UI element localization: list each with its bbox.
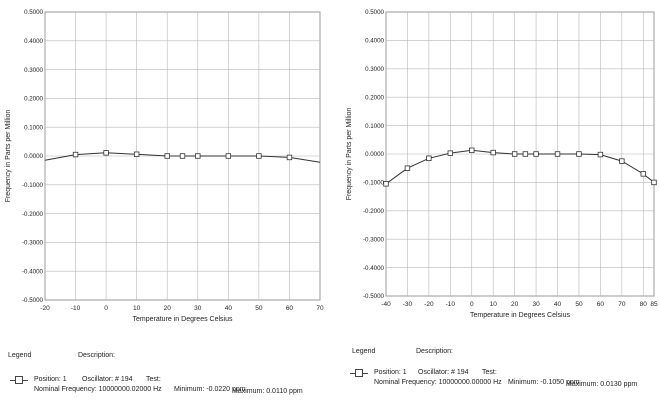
x-tick-label-right: 50 bbox=[575, 301, 583, 308]
x-tick-label-right: 10 bbox=[490, 301, 498, 308]
y-tick-label-left: -0.4000 bbox=[22, 268, 44, 275]
x-tick-label-right: 70 bbox=[618, 301, 626, 308]
data-point-marker-right bbox=[447, 150, 454, 156]
y-tick-label-left: -0.5000 bbox=[22, 297, 44, 304]
chart-right: -40 -30 -20 -10 0 10 20 30 40 50 60 70 80 85 -0.5000 -0… bbox=[346, 9, 658, 319]
x-tick-label-left: 50 bbox=[255, 305, 263, 312]
x-tick-label-right: -40 bbox=[381, 301, 391, 308]
legend-title-left: Legend bbox=[8, 352, 32, 359]
y-tick-label-right: -0.4000 bbox=[363, 265, 385, 272]
x-tick-label-right: 30 bbox=[532, 301, 540, 308]
data-point-marker-left bbox=[286, 154, 293, 161]
legend-oscillator-right: Oscillator: # 194 bbox=[418, 369, 469, 376]
data-point-marker-right bbox=[522, 151, 529, 157]
x-tick-label-right: 20 bbox=[511, 301, 519, 308]
legend-minimum-left: Minimum: -0.0220 ppm bbox=[174, 386, 246, 393]
y-tick-label-right: 0.3000 bbox=[365, 66, 384, 73]
y-tick-label-right: -0.1000 bbox=[363, 180, 385, 187]
x-tick-label-left: -20 bbox=[40, 305, 50, 312]
chart-left: -20 -10 0 10 20 30 40 50 60 70 -0.5000 -0.4000 -0.30… bbox=[5, 9, 324, 323]
legend-minimum-right: Minimum: -0.1050 ppm bbox=[508, 379, 580, 386]
x-tick-label-right: -30 bbox=[403, 301, 413, 308]
y-tick-label-right: 0.1000 bbox=[365, 123, 384, 130]
legend-maximum-left: Maximum: 0.0110 ppm bbox=[232, 388, 303, 395]
y-tick-label-right: 0.5000 bbox=[365, 9, 384, 16]
data-point-marker-right bbox=[404, 165, 411, 171]
x-tick-label-right: 85 bbox=[650, 301, 658, 308]
x-axis-title-left: Temperature in Degrees Celsius bbox=[133, 316, 233, 323]
data-point-marker-right bbox=[533, 151, 539, 157]
data-point-marker-left bbox=[103, 150, 109, 156]
x-tick-label-right: 40 bbox=[554, 301, 562, 308]
x-tick-label-left: 70 bbox=[316, 305, 324, 312]
y-tick-label-left: -0.1000 bbox=[22, 182, 44, 189]
x-tick-label-right: -10 bbox=[446, 301, 456, 308]
y-tick-label-right: -0.2000 bbox=[363, 208, 385, 215]
y-axis-title-right: Frequency in Parts per Million bbox=[346, 108, 353, 201]
x-tick-label-left: -10 bbox=[71, 305, 81, 312]
x-tick-label-left: 20 bbox=[164, 305, 172, 312]
data-point-marker-right bbox=[511, 151, 518, 157]
x-tick-label-left: 0 bbox=[104, 305, 108, 312]
data-point-marker-right bbox=[426, 155, 432, 161]
legend-nominal-right: Nominal Frequency: 10000000.00000 Hz bbox=[374, 379, 502, 386]
data-point-marker-right bbox=[576, 151, 582, 157]
legend-nominal-left: Nominal Frequency: 10000000.02000 Hz bbox=[34, 386, 162, 393]
x-tick-label-left: 10 bbox=[133, 305, 141, 312]
y-tick-label-right: -0.5000 bbox=[363, 293, 385, 300]
data-point-marker-right bbox=[651, 179, 657, 186]
legend-title-right: Legend bbox=[352, 348, 376, 355]
x-tick-label-right: 80 bbox=[640, 301, 648, 308]
y-axis-title-left: Frequency in Parts per Million bbox=[5, 110, 12, 203]
data-point-marker-right bbox=[490, 149, 496, 156]
data-point-marker-left bbox=[133, 151, 140, 157]
legend-test-left: Test: bbox=[146, 376, 161, 383]
y-tick-label-right: 0.4000 bbox=[365, 38, 384, 45]
x-tick-label-right: 0 bbox=[470, 301, 474, 308]
data-point-marker-right bbox=[597, 151, 604, 158]
x-tick-label-left: 60 bbox=[286, 305, 294, 312]
y-tick-label-right: -0.3000 bbox=[363, 236, 385, 243]
data-point-marker-left bbox=[164, 153, 170, 159]
x-axis-title-right: Temperature in Degrees Celsius bbox=[470, 312, 570, 319]
x-tick-label-left: 30 bbox=[194, 305, 202, 312]
y-tick-label-left: 0.1000 bbox=[24, 124, 43, 131]
legend-description-header-left: Description: bbox=[78, 352, 115, 359]
data-point-marker-left bbox=[225, 153, 232, 159]
data-point-marker-left bbox=[195, 153, 201, 159]
y-tick-label-left: 0.4000 bbox=[24, 38, 43, 45]
legend-test-right: Test: bbox=[482, 369, 497, 376]
data-point-marker-right bbox=[469, 147, 475, 154]
x-tick-label-left: 40 bbox=[225, 305, 233, 312]
data-point-marker-right bbox=[619, 158, 625, 164]
x-tick-label-right: -20 bbox=[424, 301, 434, 308]
legend-marker-right bbox=[355, 369, 363, 377]
data-point-marker-right bbox=[554, 151, 561, 157]
data-point-marker-left bbox=[179, 153, 186, 159]
legend-position-left: Position: 1 bbox=[34, 376, 67, 383]
legend-oscillator-left: Oscillator: # 194 bbox=[82, 376, 133, 383]
legend-position-right: Position: 1 bbox=[374, 369, 407, 376]
legend-description-header-right: Description: bbox=[416, 348, 453, 355]
y-tick-label-left: 0.0000 bbox=[24, 153, 43, 160]
data-point-marker-left bbox=[72, 151, 79, 158]
y-tick-label-left: -0.2000 bbox=[22, 211, 44, 218]
legend-maximum-right: Maximum: 0.0130 ppm bbox=[566, 381, 638, 388]
y-tick-label-right: 0.2000 bbox=[365, 94, 384, 101]
legend-marker-left bbox=[15, 376, 23, 384]
y-tick-label-left: 0.3000 bbox=[24, 67, 43, 74]
x-tick-label-right: 60 bbox=[597, 301, 605, 308]
y-tick-label-left: -0.3000 bbox=[22, 240, 44, 247]
data-point-marker-right bbox=[640, 171, 646, 177]
y-tick-label-left: 0.5000 bbox=[24, 9, 43, 16]
data-point-marker-left bbox=[256, 153, 262, 159]
data-point-marker-right bbox=[383, 181, 389, 187]
y-tick-label-right: 0.0000 bbox=[365, 151, 384, 158]
y-tick-label-left: 0.2000 bbox=[24, 96, 43, 103]
